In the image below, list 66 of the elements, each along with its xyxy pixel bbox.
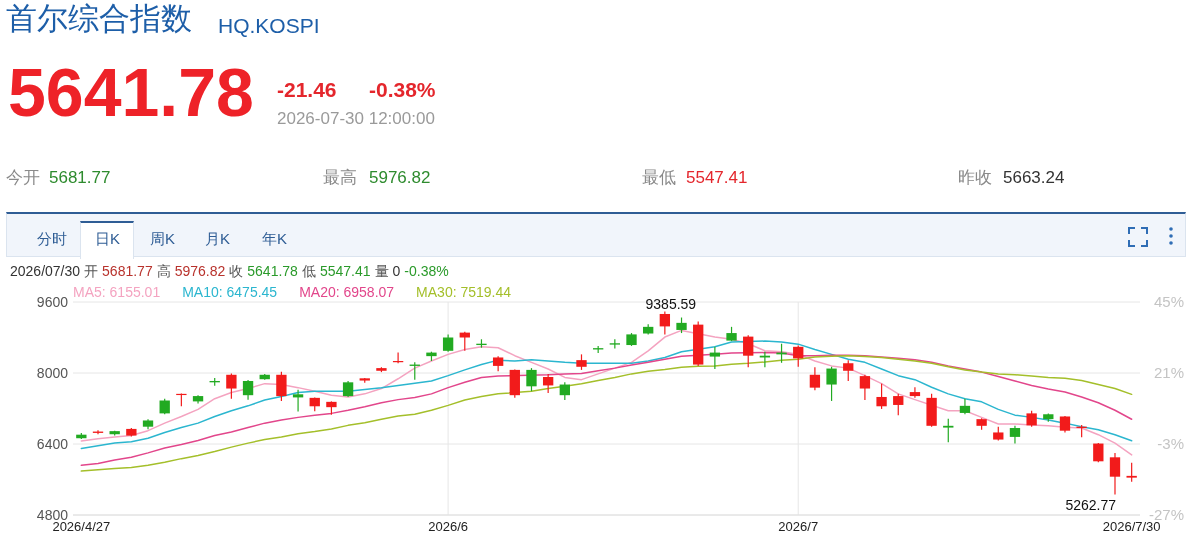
x-tick-label: 2026/6 — [428, 519, 468, 534]
text: MA5: 6155.01 — [73, 284, 161, 300]
y2-tick-label: 45% — [1153, 293, 1184, 310]
y-tick-label: 8000 — [36, 365, 69, 381]
text: 分时 — [37, 230, 67, 247]
candlestick — [542, 373, 554, 394]
text: 5641.78 — [8, 54, 254, 130]
chart-subtitle: HQ.KOSPI — [218, 14, 320, 37]
text: 年K — [262, 230, 288, 247]
candlestick — [276, 371, 287, 402]
text: 5663.24 — [1003, 168, 1065, 187]
candlestick — [859, 374, 871, 401]
text: 5976.82 — [369, 168, 431, 187]
candlestick — [909, 386, 921, 399]
x-tick-label: 2026/7 — [778, 519, 819, 534]
candlestick — [743, 334, 754, 368]
text: MA20: 6958.07 — [299, 284, 395, 300]
annotation: 9385.59 — [645, 295, 697, 312]
candlestick — [1126, 462, 1137, 483]
text: 月K — [205, 230, 231, 247]
candlestick — [826, 366, 837, 402]
text: 开 — [84, 263, 99, 279]
text: 0 — [392, 263, 401, 279]
text: 高 — [156, 263, 171, 279]
candlestick — [292, 389, 304, 413]
text: 量 — [374, 263, 389, 279]
text: -0.38% — [369, 78, 436, 101]
text: 5547.41 — [686, 168, 748, 187]
candlestick — [1093, 442, 1104, 463]
candlestick — [526, 367, 537, 392]
annotation: 5262.77 — [1065, 497, 1117, 514]
candlestick — [876, 383, 887, 410]
candlestick — [1109, 452, 1121, 496]
text: 2026/07/30 — [10, 263, 81, 279]
text: 5976.82 — [174, 263, 226, 279]
text: MA30: 7519.44 — [416, 284, 512, 300]
candlestick — [242, 379, 254, 401]
candlestick — [709, 346, 721, 370]
text: 5641.78 — [247, 263, 298, 279]
text: -0.38% — [404, 263, 449, 279]
candlestick — [793, 344, 804, 368]
candlestick — [843, 359, 854, 382]
y2-tick-label: 21% — [1153, 364, 1184, 381]
text: 低 — [301, 263, 316, 279]
text: 今开 — [6, 168, 40, 187]
text: 昨收 — [958, 168, 992, 187]
text: 5547.41 — [319, 263, 371, 279]
y-tick-label: 6400 — [36, 436, 69, 452]
text: 收 — [229, 263, 244, 279]
text: 5681.77 — [102, 263, 153, 279]
candlestick — [459, 331, 470, 352]
text: MA10: 6475.45 — [182, 284, 278, 300]
text: 5681.77 — [49, 168, 111, 187]
candlestick — [226, 372, 237, 400]
y2-tick-label: -3% — [1157, 435, 1184, 452]
candlestick — [659, 310, 671, 335]
candlestick — [943, 418, 954, 443]
text: -21.46 — [277, 78, 337, 101]
text: 2026-07-30 12:00:00 — [277, 109, 435, 128]
text: 最低 — [642, 168, 676, 187]
chart-title: 首尔综合指数 — [6, 1, 192, 36]
y-tick-label: 9600 — [36, 294, 69, 310]
text: 周K — [150, 230, 176, 247]
candlestick — [893, 393, 904, 416]
candlestick — [809, 366, 821, 391]
text: 最高 — [323, 168, 357, 187]
